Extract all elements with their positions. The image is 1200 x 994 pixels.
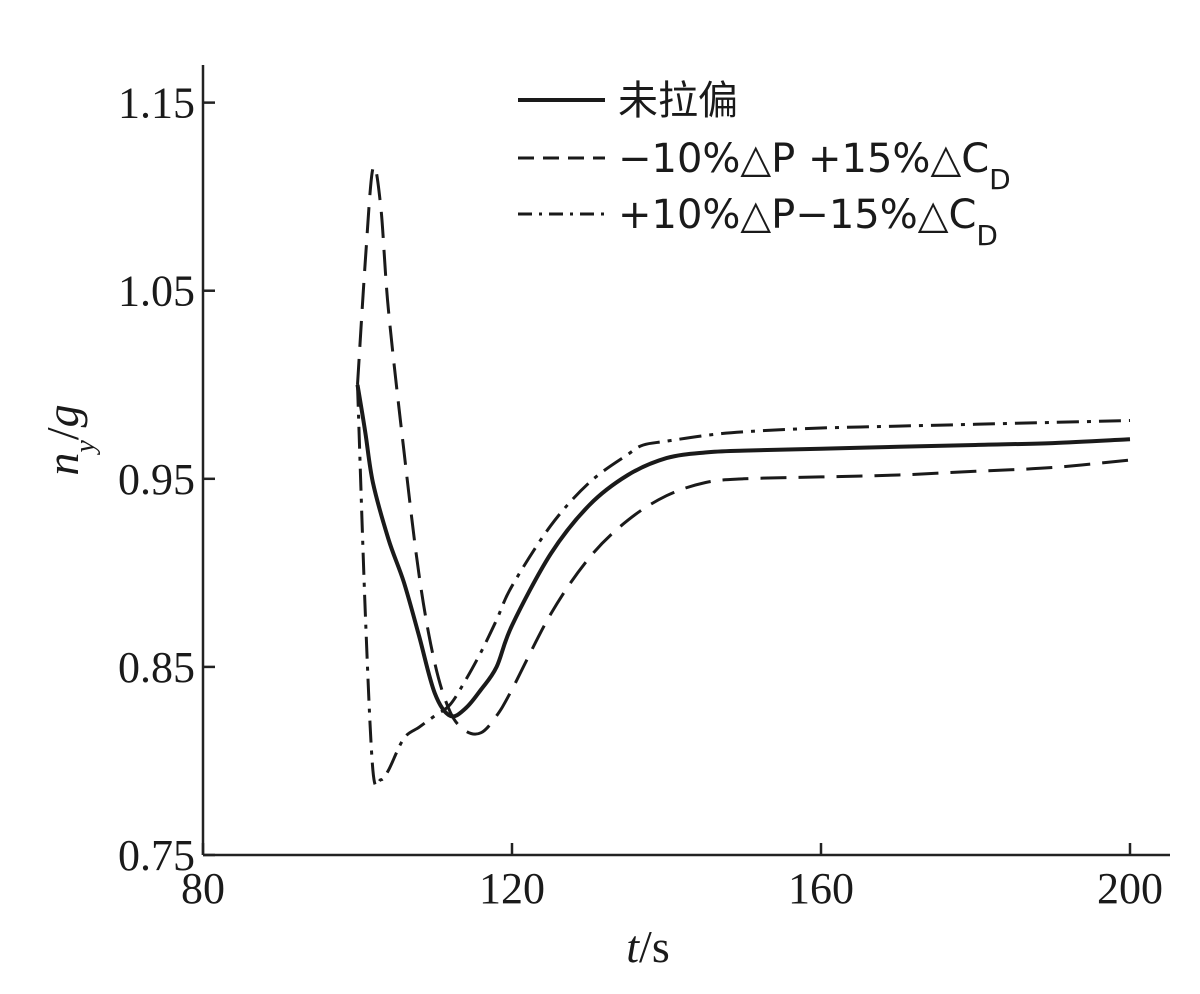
legend: 未拉偏 −10%△P +15%△CD+10%△P−15%△CD [518, 78, 1011, 252]
series-line-3 [356, 384, 1131, 788]
x-tick-label: 200 [1097, 864, 1163, 913]
series-lines [355, 164, 1131, 788]
y-tick-label: 1.15 [118, 79, 195, 128]
x-tick-label: 80 [181, 864, 225, 913]
y-tick-label: 0.85 [118, 643, 195, 692]
y-axis-label: ny/g [37, 404, 101, 475]
legend-label-3: +10%△P−15%△CD [618, 192, 998, 252]
x-tick-label: 120 [479, 864, 545, 913]
legend-label-1: 未拉偏 [618, 78, 738, 124]
y-tick-label: 1.05 [118, 267, 195, 316]
series-line-1 [355, 384, 1131, 719]
series-line-2 [356, 164, 1131, 736]
legend-label-2: −10%△P +15%△CD [618, 136, 1011, 196]
axes: 0.75 0.85 0.95 1.05 1.15 80 120 160 200 [118, 65, 1170, 913]
axis-labels: t/s ny/g [37, 404, 670, 972]
x-axis-label: t/s [626, 921, 669, 972]
y-tick-label: 0.95 [118, 455, 195, 504]
x-tick-label: 160 [788, 864, 854, 913]
y-tick-label: 0.75 [118, 831, 195, 880]
